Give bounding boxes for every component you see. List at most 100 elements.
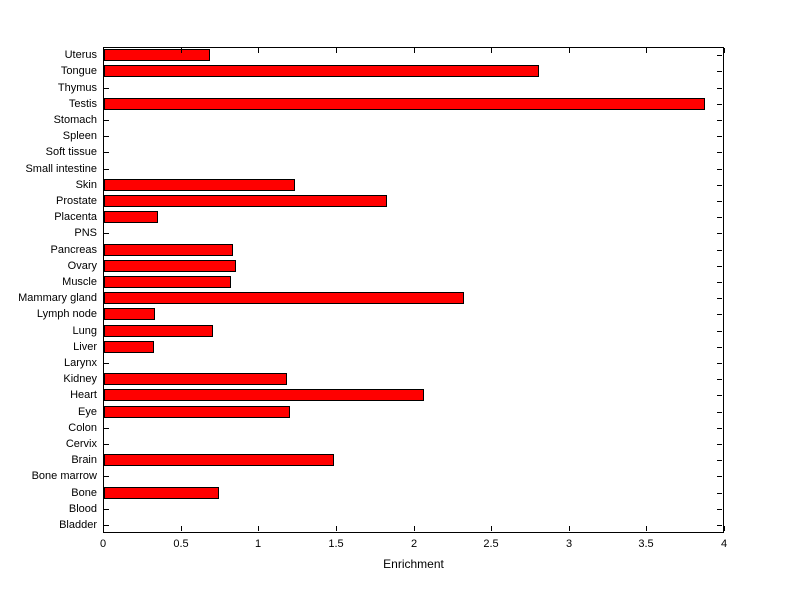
y-tick-right [717,428,722,429]
x-tick-label: 4 [720,538,728,550]
category-label: Small intestine [25,163,97,175]
x-tick-top [336,48,337,53]
x-tick-top [103,48,104,53]
category-label: Bladder [59,519,97,531]
y-tick-right [717,71,722,72]
plot-area [103,47,724,533]
category-label: Pancreas [50,244,97,256]
bar [104,65,539,77]
bar [104,389,424,401]
category-label: Placenta [54,211,97,223]
bar [104,325,213,337]
x-tick-top [258,48,259,53]
y-tick-right [717,476,722,477]
y-tick-right [717,169,722,170]
category-label: Stomach [53,114,97,126]
y-tick-right [717,395,722,396]
x-tick-label: 1.5 [328,538,344,550]
category-label: Bone marrow [31,470,97,482]
bar [104,308,155,320]
x-tick-bottom [414,526,415,531]
bar [104,373,287,385]
y-tick-left [104,525,109,526]
y-tick-right [717,266,722,267]
y-tick-right [717,217,722,218]
bar [104,487,219,499]
x-tick-top [646,48,647,53]
x-tick-label: 0.5 [173,538,189,550]
x-axis-label: Enrichment [383,557,444,571]
x-tick-label: 2.5 [483,538,499,550]
bar [104,341,154,353]
y-tick-left [104,509,109,510]
bar [104,244,233,256]
x-tick-label: 3 [565,538,573,550]
category-label: Ovary [67,260,97,272]
y-tick-right [717,509,722,510]
y-tick-right [717,379,722,380]
category-label: Larynx [63,357,97,369]
x-tick-bottom [569,526,570,531]
category-label: Eye [78,406,97,418]
category-label: Spleen [62,130,97,142]
x-tick-label: 3.5 [638,538,654,550]
category-label: Skin [75,179,97,191]
category-label: Lung [72,325,97,337]
y-tick-right [717,331,722,332]
category-label: Colon [68,422,97,434]
x-tick-label: 1 [254,538,262,550]
y-tick-right [717,136,722,137]
bar [104,260,236,272]
y-tick-left [104,152,109,153]
y-tick-right [717,88,722,89]
y-tick-right [717,493,722,494]
x-tick-bottom [491,526,492,531]
category-label: Bone [71,487,97,499]
bar [104,292,464,304]
y-tick-left [104,88,109,89]
bar [104,406,290,418]
x-tick-top [414,48,415,53]
y-tick-right [717,201,722,202]
category-label: Heart [70,389,97,401]
x-tick-top [491,48,492,53]
y-tick-left [104,428,109,429]
bar [104,276,231,288]
y-tick-left [104,120,109,121]
bar [104,98,705,110]
category-label: Uterus [64,49,97,61]
y-tick-right [717,314,722,315]
category-label: Testis [68,98,97,110]
y-tick-left [104,444,109,445]
y-tick-right [717,460,722,461]
y-tick-left [104,136,109,137]
y-tick-right [717,444,722,445]
y-tick-right [717,104,722,105]
x-tick-bottom [181,526,182,531]
category-label: Brain [71,454,97,466]
bar [104,195,387,207]
y-tick-left [104,169,109,170]
category-label: Kidney [63,373,97,385]
category-label: Mammary gland [18,292,97,304]
y-tick-right [717,120,722,121]
category-label: Prostate [56,195,97,207]
y-tick-right [717,185,722,186]
y-tick-right [717,298,722,299]
category-label: Tongue [60,65,97,77]
y-tick-right [717,363,722,364]
bar [104,454,334,466]
category-label: Muscle [62,276,97,288]
y-tick-right [717,347,722,348]
category-label: Cervix [65,438,97,450]
y-tick-right [717,282,722,283]
x-tick-bottom [258,526,259,531]
bar [104,211,158,223]
y-tick-left [104,233,109,234]
bar [104,49,210,61]
y-tick-right [717,250,722,251]
category-label: Thymus [57,82,97,94]
y-tick-left [104,476,109,477]
category-label: Blood [68,503,97,515]
